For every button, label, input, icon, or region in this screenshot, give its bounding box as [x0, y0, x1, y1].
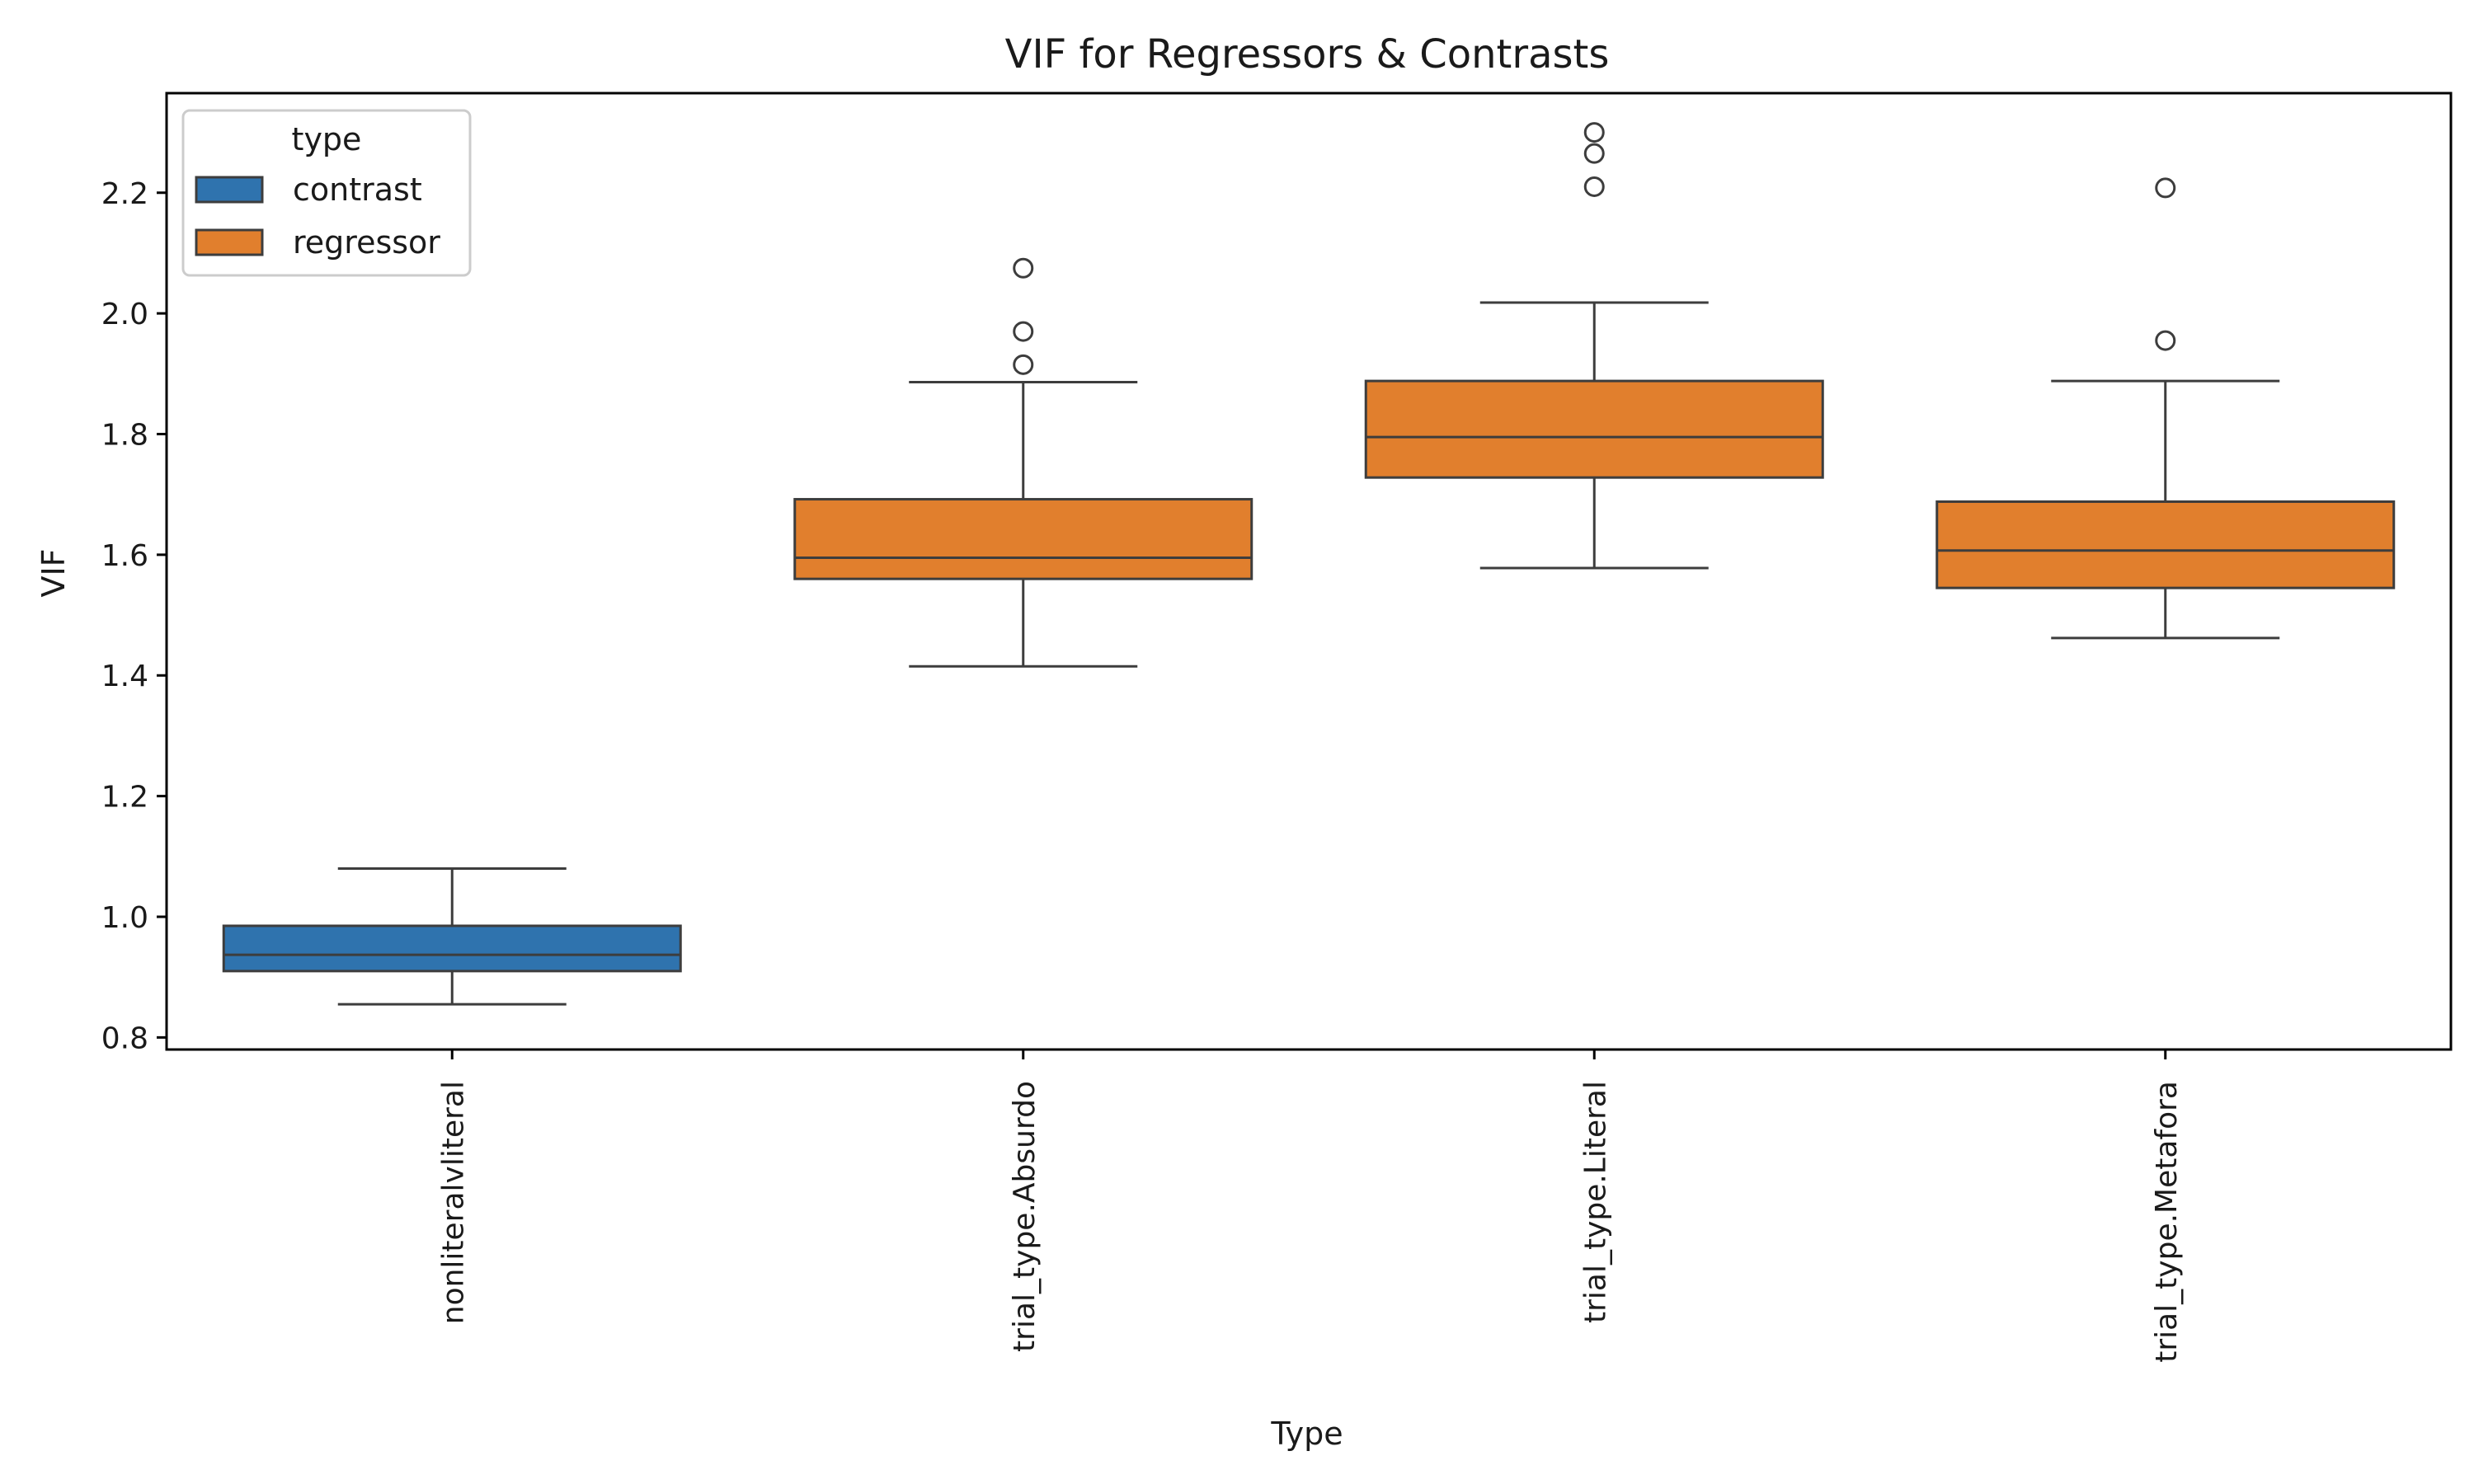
iqr-box [1935, 500, 2396, 589]
y-tick-label: 1.6 [101, 539, 148, 573]
legend-swatch-regressor [195, 228, 264, 256]
x-axis: nonliteralvliteral trial_type.Absurdo tria… [436, 1050, 2184, 1363]
box-trial_type.Literal [1364, 122, 1824, 570]
x-tick-label: trial_type.Absurdo [1008, 1081, 1042, 1352]
y-tick-label: 1.2 [101, 781, 148, 815]
legend-label-regressor: regressor [293, 224, 440, 261]
iqr-box [1364, 379, 1824, 479]
legend: type contrast regressor [181, 109, 472, 277]
outlier-point [2155, 330, 2176, 351]
y-tick-label: 0.8 [101, 1021, 148, 1055]
x-tick-label: nonliteralvliteral [436, 1081, 470, 1324]
box-nonliteralvliteral [222, 866, 682, 1006]
outlier-point [1583, 176, 1605, 197]
x-tick-label: trial_type.Literal [1578, 1081, 1612, 1323]
iqr-box [793, 498, 1253, 580]
y-tick-label: 1.8 [101, 419, 148, 453]
y-axis: 0.8 1.0 1.2 1.4 1.6 1.8 2.0 2.2 [101, 177, 167, 1055]
outlier-point [1583, 143, 1605, 164]
plot-area [222, 122, 2396, 1006]
outlier-point [1583, 122, 1605, 143]
iqr-box [222, 924, 682, 973]
legend-label-contrast: contrast [293, 171, 422, 208]
outlier-point [2155, 177, 2176, 199]
y-axis-label: VIF [35, 548, 72, 597]
box-trial_type.Absurdo [793, 257, 1253, 668]
y-tick-label: 2.2 [101, 177, 148, 211]
outlier-point [1013, 257, 1034, 279]
axes-frame [165, 92, 2453, 1051]
chart-title: VIF for Regressors & Contrasts [1005, 31, 1610, 77]
outlier-point [1013, 321, 1034, 342]
x-tick-label: trial_type.Metafora [2150, 1081, 2184, 1363]
y-tick-label: 1.4 [101, 660, 148, 693]
box-trial_type.Metafora [1935, 177, 2396, 640]
y-tick-label: 2.0 [101, 298, 148, 331]
outlier-point [1013, 354, 1034, 375]
legend-title: type [292, 121, 362, 157]
x-axis-label: Type [1270, 1416, 1343, 1452]
y-tick-label: 1.0 [101, 901, 148, 935]
legend-swatch-contrast [195, 176, 264, 204]
